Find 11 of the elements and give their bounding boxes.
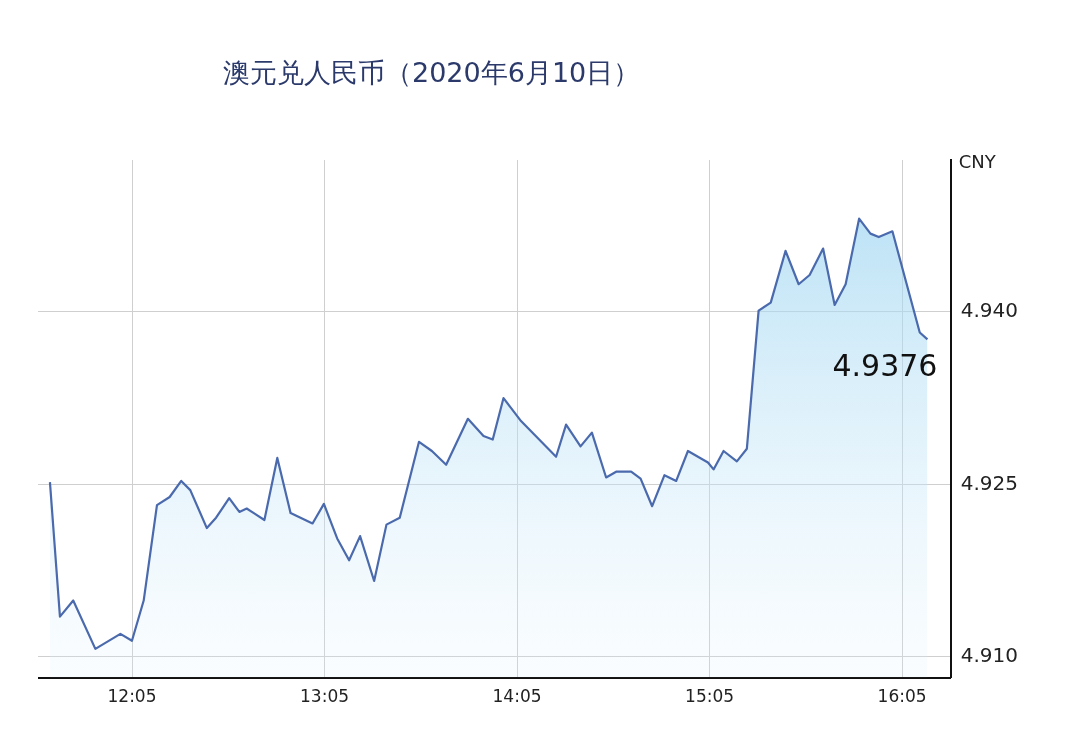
chart-title: 澳元兑人民币（2020年6月10日） [223,56,641,90]
x-tick-label: 14:05 [492,686,542,707]
x-tick-label: 13:05 [300,686,350,707]
y-tick-label: 4.940 [960,298,1019,323]
annotation: 4.9376 [832,348,938,384]
y-tick-label: 4.910 [960,643,1019,668]
y-axis-title: CNY [958,150,997,172]
x-tick-label: 16:05 [877,686,927,707]
x-tick-label: 12:05 [107,686,157,707]
y-tick-label: 4.925 [960,470,1019,495]
x-tick-label: 15:05 [685,686,735,707]
